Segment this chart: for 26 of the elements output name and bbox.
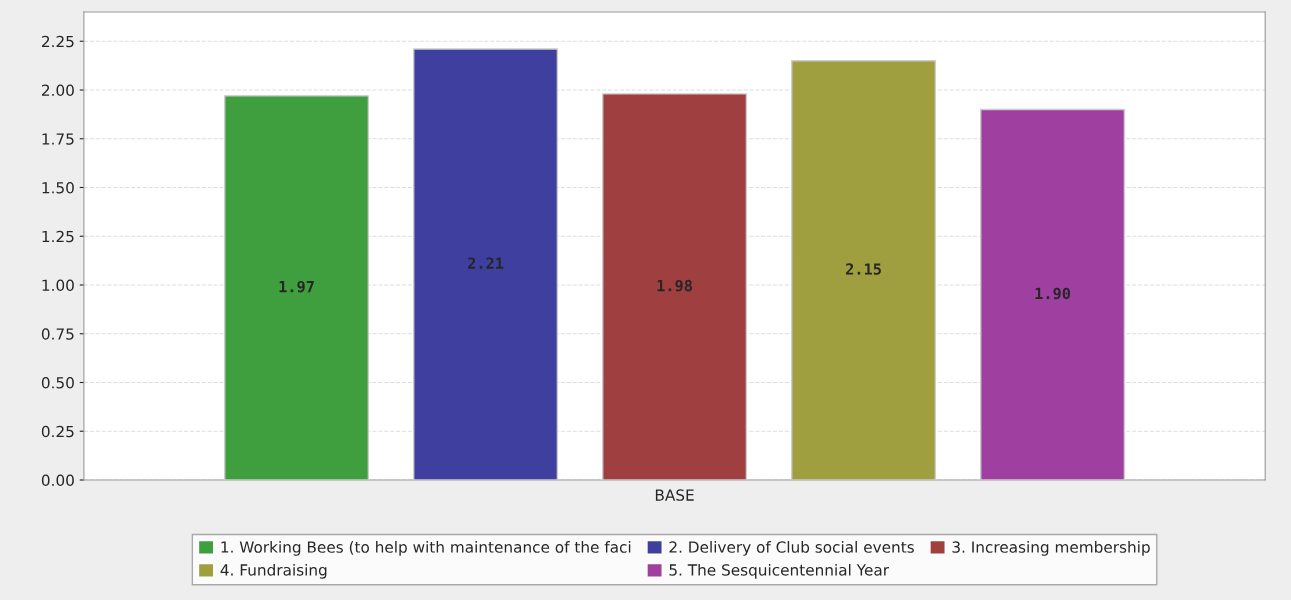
data-label: 1.98 <box>657 279 692 292</box>
data-label: 1.97 <box>279 280 314 293</box>
y-tick-label: 0.50 <box>41 376 74 389</box>
y-tick-label: 1.75 <box>42 133 74 145</box>
y-tick-label: 0.00 <box>41 474 74 487</box>
y-tick-label: 0.75 <box>41 328 74 340</box>
legend-label: 2. Delivery of Club social events <box>669 541 914 556</box>
legend-label: 1. Working Bees (to help with maintenance of the faci <box>221 541 631 556</box>
data-label: 1.90 <box>1035 287 1071 300</box>
bar <box>980 108 1126 480</box>
legend-label: 4. Fundraising <box>220 563 327 579</box>
y-tick-label: 0.25 <box>41 425 74 438</box>
legend-label: 5. The Sesquicentennial Year <box>669 563 890 579</box>
data-label: 2.21 <box>468 257 504 269</box>
bar <box>791 60 937 480</box>
y-tick-label: 2.00 <box>41 84 74 97</box>
y-tick-label: 1.25 <box>42 230 74 243</box>
y-tick-label: 2.25 <box>41 35 74 48</box>
x-tick-label: BASE <box>655 489 694 501</box>
bar <box>224 95 370 480</box>
bar <box>602 93 748 480</box>
y-tick-label: 1.00 <box>42 279 74 292</box>
y-tick-label: 1.50 <box>42 181 74 194</box>
data-label: 2.15 <box>846 263 881 275</box>
legend-label: 3. Increasing membership <box>952 541 1150 556</box>
bar <box>413 48 559 480</box>
